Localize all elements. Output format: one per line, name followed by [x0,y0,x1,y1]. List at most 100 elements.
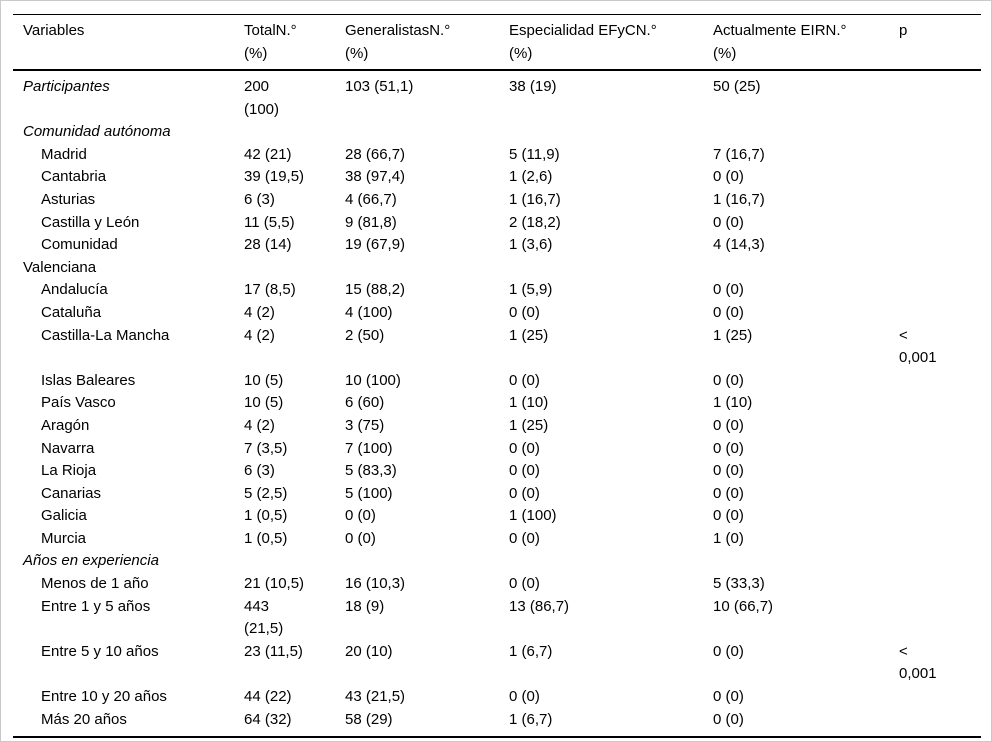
cell-value: 1 (0,5) [244,529,288,547]
cell-value [713,550,899,573]
table-row: Entre 10 y 20 años 44 (22) 43 (21,5) 0 (0) 0… [13,686,981,709]
row-label: Asturias [41,190,96,208]
table-body: Participantes 200 (100) 103 (51,1) 38 (19) 5… [13,70,981,737]
table-header: Variables TotalN.° (%) GeneralistasN.° (%)… [13,14,981,71]
cell-value: 0 (0) [509,529,540,547]
header-row: Variables TotalN.° (%) GeneralistasN.° (%)… [13,14,981,71]
cell-value [509,121,713,144]
cell-value: 0 (0) [509,439,540,457]
p-value-cell [899,370,981,393]
p-value-cell [899,189,981,212]
cell-value: 1 (10) [509,394,549,412]
table-row: Islas Baleares 10 (5) 10 (100) 0 (0) 0 (0) [13,370,981,393]
cell-value [345,550,509,573]
cell-value: 1 (100) [509,507,557,525]
cell-value: 0 (0) [713,168,744,186]
p-value-cell [899,70,981,121]
cell-value: 0 (0) [509,688,540,706]
cell-value: 5 (100) [345,484,393,502]
cell-value: 1 (25) [509,416,549,434]
results-table: Variables TotalN.° (%) GeneralistasN.° (%)… [13,14,981,739]
cell-value [713,121,899,144]
row-label: Navarra [41,439,95,457]
cell-value: 1 (10) [713,394,753,412]
cell-value: 11 (5,5) [244,213,295,231]
cell-value: 28 (66,7) [345,145,406,163]
table-row: Madrid 42 (21) 28 (66,7) 5 (11,9) 7 (16,7) [13,144,981,167]
row-label: Castilla-La Mancha [41,326,170,344]
cell-value: 44 (22) [244,688,292,706]
cell-value: 42 (21) [244,145,292,163]
table-row: Cataluña 4 (2) 4 (100) 0 (0) 0 (0) [13,302,981,325]
cell-value: 2 (50) [345,326,385,344]
p-value-cell [899,415,981,438]
cell-value: 7 (100) [345,439,393,457]
column-header: Especialidad EFyCN.° (%) [509,14,713,71]
cell-value: 0 (0) [713,642,744,660]
row-label: Años en experiencia [23,552,159,570]
row-label: Comunidad autónoma [23,123,171,141]
row-label: Aragón [41,416,90,434]
p-value-cell [899,392,981,415]
cell-value: 0 (0) [713,213,744,231]
p-value-cell [899,596,981,641]
row-label: Menos de 1 año [41,575,149,593]
cell-value: 19 (67,9) [345,236,406,254]
table-row: Andalucía 17 (8,5) 15 (88,2) 1 (5,9) 0 (0) [13,279,981,302]
cell-value: 5 (33,3) [713,575,765,593]
cell-value: 0 (0) [713,303,744,321]
column-header: GeneralistasN.° (%) [345,14,509,71]
row-label: País Vasco [41,394,116,412]
cell-value: 1 (16,7) [713,190,765,208]
row-label: Más 20 años [41,710,127,728]
cell-value: 0 (0) [509,303,540,321]
table-row: Comunidad Valenciana 28 (14) 19 (67,9) 1 (3… [13,234,981,279]
cell-value: 0 (0) [713,281,744,299]
table-row: País Vasco 10 (5) 6 (60) 1 (10) 1 (10) [13,392,981,415]
cell-value: 7 (3,5) [244,439,288,457]
cell-value: 3 (75) [345,416,385,434]
table-row: Menos de 1 año 21 (10,5) 16 (10,3) 0 (0) 5 (… [13,573,981,596]
cell-value: 4 (2) [244,303,275,321]
cell-value: 0 (0) [713,507,744,525]
cell-value: 0 (0) [509,371,540,389]
cell-value: 1 (2,6) [509,168,553,186]
p-value-cell [899,709,981,738]
row-label: Cantabria [41,168,107,186]
p-value-cell [899,234,981,279]
table-row: La Rioja 6 (3) 5 (83,3) 0 (0) 0 (0) [13,460,981,483]
cell-value: 5 (2,5) [244,484,288,502]
p-value-cell [899,528,981,551]
cell-value: 0 (0) [713,439,744,457]
p-value-cell [899,573,981,596]
column-header: Actualmente EIRN.° (%) [713,14,899,71]
row-label: Entre 5 y 10 años [41,642,159,660]
cell-value: 0 (0) [713,484,744,502]
cell-value: 103 (51,1) [345,78,414,95]
table-row: Aragón 4 (2) 3 (75) 1 (25) 0 (0) [13,415,981,438]
cell-value: 1 (16,7) [509,190,561,208]
cell-value: 0 (0) [713,416,744,434]
table-row: Galicia 1 (0,5) 0 (0) 1 (100) 0 (0) [13,505,981,528]
cell-value: 0 (0) [509,462,540,480]
cell-value: 6 (60) [345,394,385,412]
p-value-cell: < 0,001 [899,642,937,683]
p-value-cell [899,438,981,461]
table-row: Participantes 200 (100) 103 (51,1) 38 (19) 5… [13,70,981,121]
p-value-cell [899,686,981,709]
row-label: Canarias [41,484,102,502]
cell-value: 1 (6,7) [509,642,553,660]
cell-value: 6 (3) [244,190,275,208]
table-row: Entre 5 y 10 años 23 (11,5) 20 (10) 1 (6,7)… [13,641,981,686]
cell-value: 10 (100) [345,371,401,389]
table-row: Canarias 5 (2,5) 5 (100) 0 (0) 0 (0) [13,483,981,506]
p-value-cell [899,166,981,189]
cell-value: 0 (0) [345,507,376,525]
cell-value: 2 (18,2) [509,213,561,231]
cell-value: 20 (10) [345,642,393,660]
p-value-cell [899,279,981,302]
cell-value: 1 (0) [713,529,744,547]
cell-value: 200 (100) [244,78,280,118]
cell-value: 10 (5) [244,394,284,412]
cell-value: 39 (19,5) [244,168,305,186]
